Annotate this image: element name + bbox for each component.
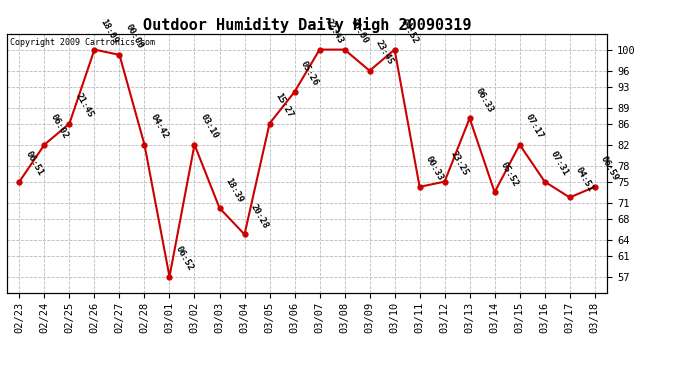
Text: 04:51: 04:51 (574, 165, 595, 193)
Text: 00:00: 00:00 (348, 18, 370, 45)
Text: 04:42: 04:42 (148, 113, 170, 141)
Text: 20:28: 20:28 (248, 202, 270, 230)
Text: 06:51: 06:51 (23, 150, 45, 177)
Text: 06:02: 06:02 (48, 113, 70, 141)
Text: 22:43: 22:43 (324, 18, 345, 45)
Text: 07:31: 07:31 (549, 150, 570, 177)
Text: 18:09: 18:09 (99, 18, 120, 45)
Text: 06:59: 06:59 (599, 155, 620, 183)
Text: 23:25: 23:25 (448, 150, 470, 177)
Text: Copyright 2009 Cartronics.com: Copyright 2009 Cartronics.com (10, 38, 155, 46)
Text: 04:52: 04:52 (399, 18, 420, 45)
Title: Outdoor Humidity Daily High 20090319: Outdoor Humidity Daily High 20090319 (143, 16, 471, 33)
Text: 07:17: 07:17 (524, 113, 545, 141)
Text: 06:52: 06:52 (174, 245, 195, 273)
Text: 15:27: 15:27 (274, 92, 295, 119)
Text: 05:52: 05:52 (499, 160, 520, 188)
Text: 23:45: 23:45 (374, 39, 395, 66)
Text: 21:45: 21:45 (74, 92, 95, 119)
Text: 18:39: 18:39 (224, 176, 245, 204)
Text: 06:33: 06:33 (474, 86, 495, 114)
Text: 00:00: 00:00 (124, 23, 145, 51)
Text: 00:33: 00:33 (424, 155, 445, 183)
Text: 03:10: 03:10 (199, 113, 220, 141)
Text: 05:26: 05:26 (299, 60, 320, 88)
